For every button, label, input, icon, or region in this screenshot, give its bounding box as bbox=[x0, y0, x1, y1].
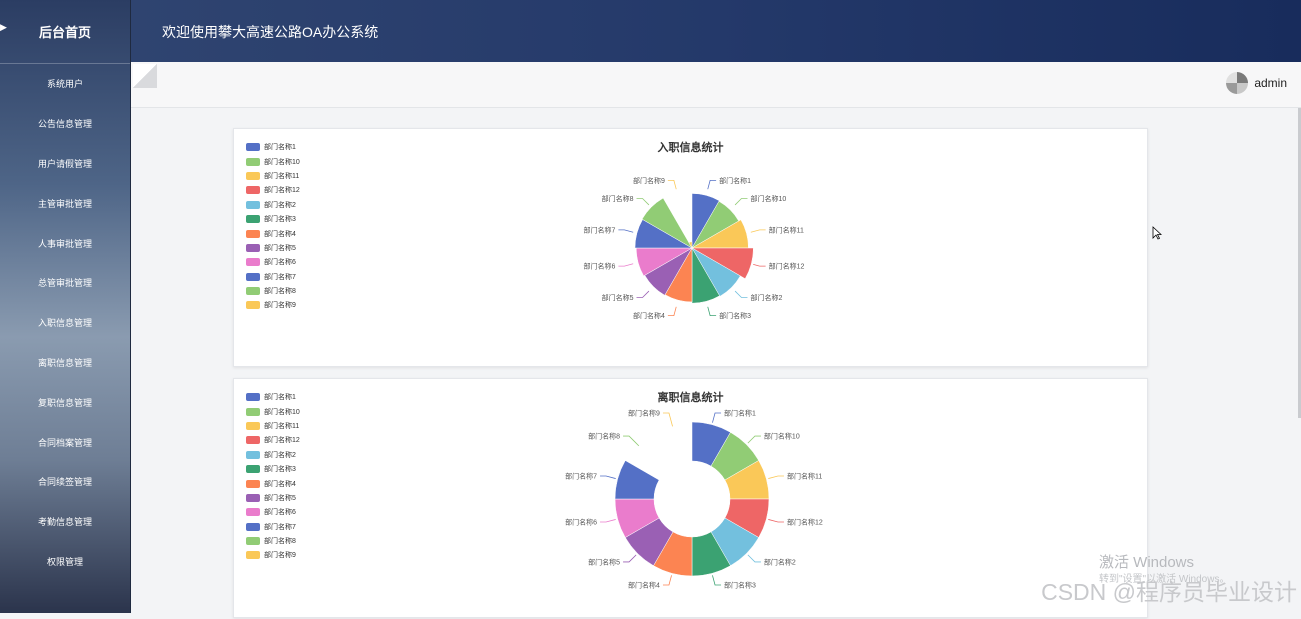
label-line bbox=[712, 575, 721, 585]
label-line bbox=[708, 180, 716, 189]
sidebar-menu: 系统用户公告信息管理用户请假管理主管审批管理人事审批管理总管审批管理入职信息管理… bbox=[0, 64, 130, 581]
fold-corner-icon[interactable] bbox=[133, 64, 157, 88]
slice-label: 部门名称4 bbox=[633, 311, 665, 320]
label-line bbox=[663, 413, 673, 426]
collapse-arrow-icon[interactable]: ▶ bbox=[0, 22, 7, 33]
slice-label: 部门名称7 bbox=[565, 471, 597, 480]
slice-label: 部门名称11 bbox=[787, 471, 822, 480]
slice-label: 部门名称12 bbox=[787, 518, 823, 527]
slice-label: 部门名称2 bbox=[764, 557, 796, 566]
sidebar-item[interactable]: 考勤信息管理 bbox=[0, 502, 130, 542]
slice-label: 部门名称5 bbox=[588, 557, 620, 566]
label-line bbox=[623, 555, 636, 562]
slice-label: 部门名称8 bbox=[602, 194, 634, 203]
slice-label: 部门名称10 bbox=[750, 194, 786, 203]
slice-label: 部门名称10 bbox=[764, 432, 800, 441]
label-line bbox=[600, 476, 616, 479]
sidebar-brand[interactable]: ▶ 后台首页 bbox=[0, 0, 130, 64]
label-line bbox=[768, 476, 784, 479]
label-line bbox=[600, 519, 616, 522]
slice-label: 部门名称12 bbox=[769, 262, 805, 271]
slice-label: 部门名称5 bbox=[602, 293, 634, 302]
sidebar-item[interactable]: 主管审批管理 bbox=[0, 183, 130, 223]
label-line bbox=[768, 519, 784, 522]
sidebar-item[interactable]: 总管审批管理 bbox=[0, 263, 130, 303]
label-line bbox=[751, 230, 766, 232]
sidebar: ▶ 后台首页 系统用户公告信息管理用户请假管理主管审批管理人事审批管理总管审批管… bbox=[0, 0, 131, 613]
avatar[interactable] bbox=[1226, 72, 1248, 94]
windows-activation-title: 激活 Windows bbox=[1099, 551, 1194, 572]
sidebar-item[interactable]: 离职信息管理 bbox=[0, 343, 130, 383]
label-line bbox=[748, 436, 761, 443]
sidebar-item[interactable]: 用户请假管理 bbox=[0, 144, 130, 184]
slice-label: 部门名称9 bbox=[633, 176, 665, 185]
label-line bbox=[637, 291, 649, 297]
label-line bbox=[735, 199, 747, 205]
csdn-watermark: CSDN @程序员毕业设计 bbox=[1041, 573, 1297, 607]
label-line bbox=[712, 413, 721, 423]
sidebar-item[interactable]: 公告信息管理 bbox=[0, 104, 130, 144]
chart-svg: 部门名称1 部门名称10 部门名称11 部门名称12 部门名称2 部门名称3 部门名称4 部门… bbox=[234, 129, 1149, 368]
sidebar-item[interactable]: 权限管理 bbox=[0, 542, 130, 582]
slice-label: 部门名称6 bbox=[583, 262, 615, 271]
label-line bbox=[618, 230, 633, 232]
sidebar-item[interactable]: 复职信息管理 bbox=[0, 382, 130, 422]
mouse-cursor-icon bbox=[1152, 226, 1162, 240]
user-menu[interactable]: admin bbox=[1226, 72, 1287, 94]
pie-slice[interactable] bbox=[615, 461, 659, 500]
label-line bbox=[623, 436, 639, 446]
chart-svg: 部门名称1 部门名称10 部门名称11 部门名称12 部门名称2 部门名称3 部门名称4 部门… bbox=[234, 379, 1149, 619]
label-line bbox=[637, 199, 649, 205]
slice-label: 部门名称1 bbox=[719, 176, 751, 185]
page-title: 欢迎使用攀大高速公路OA办公系统 bbox=[162, 22, 378, 42]
label-line bbox=[668, 307, 676, 316]
label-line bbox=[668, 180, 676, 189]
slice-label: 部门名称1 bbox=[724, 409, 756, 418]
slice-label: 部门名称11 bbox=[769, 225, 804, 234]
label-line bbox=[708, 307, 716, 316]
sidebar-item[interactable]: 入职信息管理 bbox=[0, 303, 130, 343]
slice-label: 部门名称4 bbox=[628, 580, 660, 589]
label-line bbox=[753, 264, 765, 266]
label-line bbox=[618, 264, 633, 266]
slice-label: 部门名称7 bbox=[583, 225, 615, 234]
label-line bbox=[735, 291, 747, 297]
sidebar-item[interactable]: 合同续签管理 bbox=[0, 462, 130, 502]
slice-label: 部门名称6 bbox=[565, 518, 597, 527]
slice-label: 部门名称9 bbox=[628, 409, 660, 418]
label-line bbox=[663, 575, 672, 585]
slice-label: 部门名称3 bbox=[724, 580, 756, 589]
username: admin bbox=[1254, 76, 1287, 90]
sidebar-item[interactable]: 人事审批管理 bbox=[0, 223, 130, 263]
sidebar-item[interactable]: 合同档案管理 bbox=[0, 422, 130, 462]
top-header: 欢迎使用攀大高速公路OA办公系统 bbox=[131, 0, 1301, 62]
sub-header: admin bbox=[131, 62, 1301, 108]
brand-label: 后台首页 bbox=[39, 22, 91, 41]
sidebar-item[interactable]: 系统用户 bbox=[0, 64, 130, 104]
slice-label: 部门名称3 bbox=[719, 311, 751, 320]
slice-label: 部门名称8 bbox=[588, 432, 620, 441]
slice-label: 部门名称2 bbox=[750, 293, 782, 302]
label-line bbox=[748, 555, 761, 562]
